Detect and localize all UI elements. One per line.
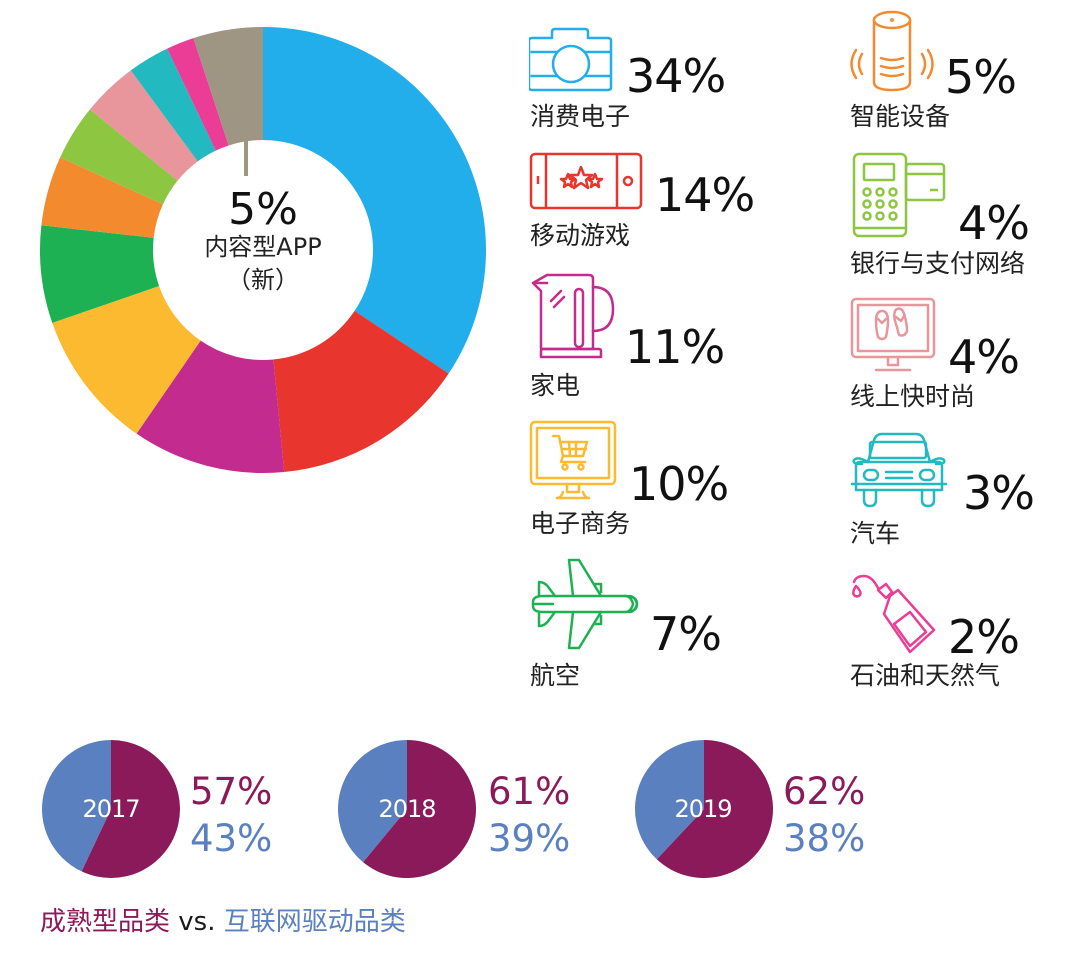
legend-pct-mobile-games: 14% — [655, 168, 755, 222]
legend-label-oil-gas: 石油和天然气 — [850, 661, 1001, 690]
slice-7 — [89, 70, 198, 181]
legend-label-ecommerce: 电子商务 — [530, 509, 631, 538]
airplane-icon — [531, 558, 639, 650]
smart-speaker-icon — [850, 10, 934, 92]
pie-2018-mature-pct: 61% — [488, 770, 571, 813]
slice-1 — [635, 740, 704, 860]
legend-label-aviation: 航空 — [530, 661, 581, 690]
oil-can-icon — [852, 574, 936, 654]
legend-label-banking-payments: 银行与支付网络 — [850, 249, 1026, 278]
pie-2017-mature-pct: 57% — [190, 770, 273, 813]
slice-9 — [167, 38, 229, 151]
legend-pct-oil-gas: 2% — [948, 610, 1020, 664]
legend-label-online-fashion: 线上快时尚 — [850, 382, 976, 411]
legend-pct-banking-payments: 4% — [958, 196, 1030, 250]
legend-label-home-appliances: 家电 — [530, 371, 581, 400]
slice-5 — [41, 157, 163, 238]
legend-label-automotive: 汽车 — [850, 519, 901, 548]
slice-2 — [136, 340, 285, 473]
slice-1 — [42, 740, 111, 872]
pie-year-2017: 2017 — [82, 795, 140, 823]
payment-terminal-icon — [852, 152, 946, 238]
slice-4 — [40, 225, 160, 323]
slice-1 — [273, 310, 449, 472]
legend-pct-smart-devices: 5% — [945, 50, 1017, 104]
pie-2017-internet-pct: 43% — [190, 817, 273, 860]
caption-vs: vs. — [170, 907, 224, 937]
legend-pct-online-fashion: 4% — [948, 330, 1020, 384]
flip-flops-monitor-icon — [850, 297, 936, 372]
pie-2017 — [42, 740, 180, 878]
caption: 成熟型品类 vs. 互联网驱动品类 — [40, 905, 406, 939]
donut-chart — [40, 27, 487, 473]
car-icon — [850, 432, 948, 508]
legend-label-consumer-electronics: 消费电子 — [530, 102, 631, 131]
pie-2019 — [635, 740, 773, 878]
slice-10 — [193, 27, 263, 146]
legend-pct-automotive: 3% — [963, 466, 1035, 520]
legend-label-mobile-games: 移动游戏 — [530, 221, 631, 250]
caption-mature-categories: 成熟型品类 — [40, 907, 171, 937]
pie-2018 — [338, 740, 476, 878]
slice-3 — [52, 285, 201, 434]
kettle-icon — [531, 273, 615, 359]
slice-0 — [363, 740, 476, 878]
pie-year-2019: 2019 — [674, 795, 732, 823]
slice-0 — [656, 740, 773, 878]
pie-year-2018: 2018 — [378, 795, 436, 823]
slice-6 — [60, 109, 178, 205]
pie-2019-internet-pct: 38% — [783, 817, 866, 860]
caption-internet-categories: 互联网驱动品类 — [223, 907, 406, 937]
mobile-game-icon — [529, 152, 643, 210]
slice-1 — [338, 740, 407, 863]
legend-pct-consumer-electronics: 34% — [626, 49, 726, 103]
legend-pct-home-appliances: 11% — [625, 320, 725, 374]
slice-0 — [81, 740, 180, 878]
pie-2018-internet-pct: 39% — [488, 817, 571, 860]
donut-center-value: 5% — [228, 184, 298, 235]
camera-icon — [529, 27, 613, 92]
legend-label-smart-devices: 智能设备 — [850, 102, 951, 131]
slice-0 — [263, 27, 487, 374]
pie-2019-mature-pct: 62% — [783, 770, 866, 813]
donut-center-sublabel: （新） — [227, 266, 299, 294]
legend-pct-aviation: 7% — [650, 607, 722, 661]
legend-pct-ecommerce: 10% — [629, 457, 729, 511]
donut-center-label: 内容型APP — [204, 233, 322, 261]
shopping-cart-monitor-icon — [529, 420, 617, 500]
slice-8 — [130, 48, 216, 162]
